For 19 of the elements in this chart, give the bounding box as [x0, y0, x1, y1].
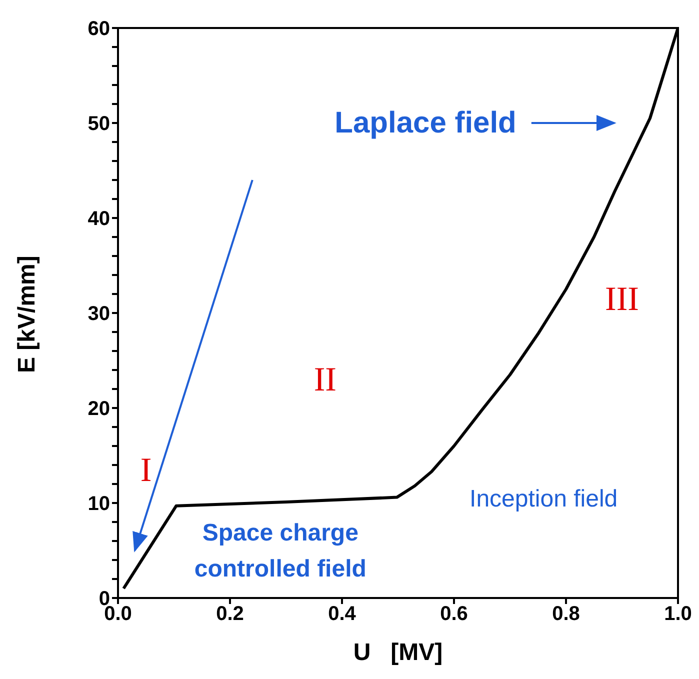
x-tick-label: 0.8 — [552, 603, 580, 626]
annotation: Laplace field — [334, 106, 516, 140]
x-axis-title: U [MV] — [353, 639, 443, 666]
y-tick-label: 40 — [88, 208, 110, 230]
annotation: I — [140, 451, 152, 488]
annotation: Inception field — [470, 484, 618, 512]
y-tick-label: 60 — [88, 18, 110, 40]
x-tick-label: 1.0 — [664, 603, 692, 626]
annotation: Space charge controlled field — [194, 519, 366, 582]
x-tick-label: 0.6 — [440, 603, 468, 626]
y-tick-label: 30 — [88, 303, 110, 326]
y-tick-label: 10 — [88, 493, 110, 516]
annotation: II — [314, 361, 337, 398]
annotation: III — [605, 280, 639, 318]
y-tick-label: 20 — [88, 398, 110, 420]
y-axis-title: E [kV/mm] — [14, 256, 41, 373]
y-tick-label: 50 — [88, 113, 110, 136]
x-tick-label: 0.2 — [216, 603, 244, 626]
x-tick-label: 0.4 — [328, 603, 357, 626]
